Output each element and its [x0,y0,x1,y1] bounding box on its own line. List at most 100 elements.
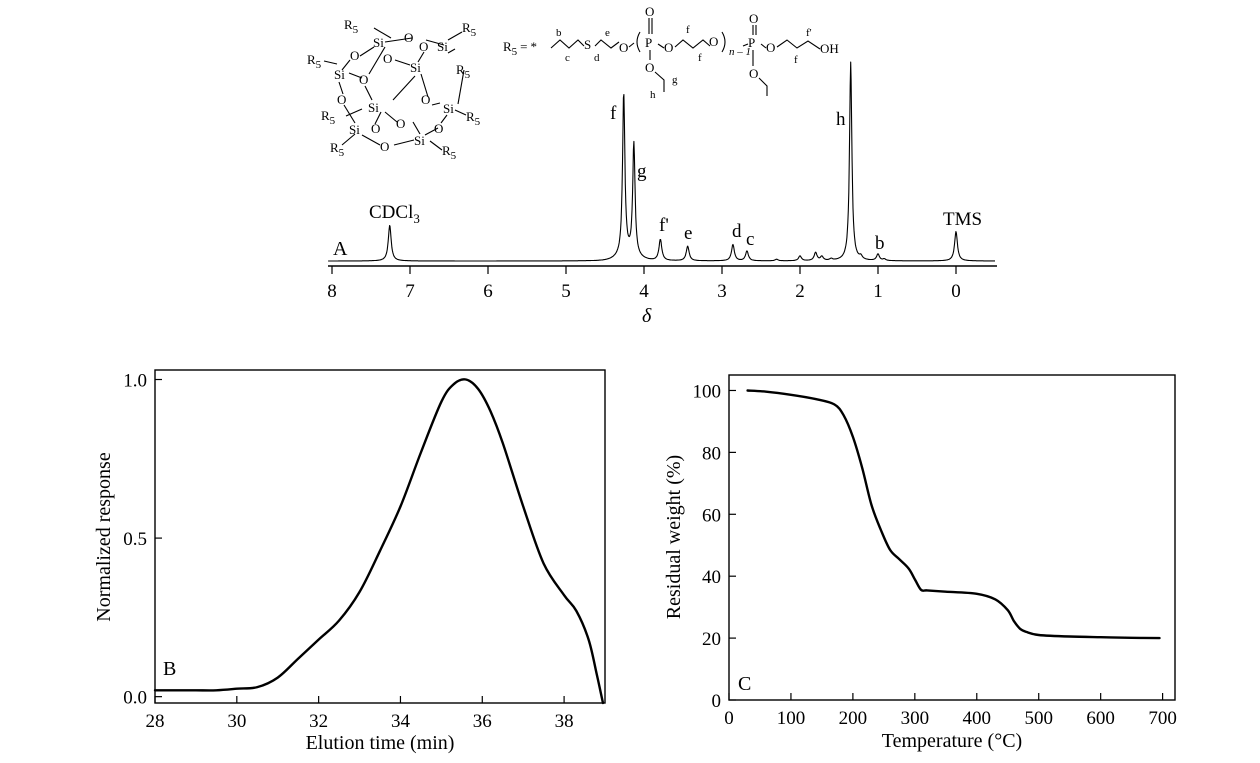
si-atom: Si [414,133,425,148]
cage-substituents: R5 R5 R5 R5 R5 R5 R5 R5 [307,17,481,162]
x-tick-label: 100 [777,708,806,729]
y-tick-label: 100 [693,381,722,402]
x-tick-label: 34 [391,711,411,732]
x-tick-label: 30 [227,711,246,732]
x-tick-label: 300 [901,708,930,729]
x-tick-label: 0 [951,281,961,302]
cage-atoms: Si O Si O O O Si Si O O Si O Si O Si O O… [334,30,454,154]
o-atom: O [404,30,413,45]
s-atom: S [584,37,591,52]
gpc-elution-curve [155,379,603,703]
r5-group: R5 [456,62,471,81]
peak-label: d [732,221,742,242]
r5-group: R5 [307,52,322,71]
x-tick-label: 28 [146,711,165,732]
r5-group: R5 [442,143,457,162]
o-atom: O [645,60,654,75]
x-tick-label: 38 [555,711,574,732]
y-tick-label: 0 [712,691,722,712]
peak-label: c [746,229,754,250]
peak-label: f [610,103,617,124]
o-atom: O [749,11,758,26]
o-atom: O [337,92,346,107]
o-atom: O [619,40,628,55]
position-label: f [794,54,798,66]
o-atom: O [645,4,654,19]
r5-group: R5 [344,17,359,36]
r5-definition: R5 = * [503,39,537,58]
peak-label: f' [659,215,669,236]
y-tick-label: 0.5 [123,529,147,550]
si-atom: Si [368,100,379,115]
position-label: f [686,24,690,36]
x-tick-label: 3 [717,281,727,302]
y-tick-label: 60 [702,505,721,526]
y-tick-label: 40 [702,567,721,588]
si-atom: Si [334,67,345,82]
p-atom: P [645,35,652,50]
x-tick-label: 1 [873,281,883,302]
panel-b-ticks: 28 30 32 34 36 38 0.0 0.5 1.0 [123,371,573,732]
x-tick-label: 32 [309,711,328,732]
x-tick-label: 200 [839,708,868,729]
o-atom: O [371,121,380,136]
panel-b-y-axis-label: Normalized response [93,452,115,622]
x-tick-label: 400 [963,708,992,729]
o-atom: O [421,92,430,107]
panel-c-frame [729,375,1175,700]
panel-a-x-axis-label: δ [642,305,652,327]
tga-weight-curve [748,391,1160,639]
o-atom: O [383,51,392,66]
x-tick-label: 4 [639,281,649,302]
o-atom: O [396,116,405,131]
position-label: g [672,74,678,86]
o-atom: O [419,39,428,54]
x-tick-label: 600 [1086,708,1115,729]
o-atom: O [749,66,758,81]
y-tick-label: 0.0 [123,688,147,709]
panel-c-y-axis-label: Residual weight (%) [663,455,685,619]
o-atom: O [766,40,775,55]
position-label: h [650,89,656,101]
o-atom: O [709,34,718,49]
o-atom: O [664,40,673,55]
x-tick-label: 2 [795,281,805,302]
position-label: e [605,27,610,39]
poss-cage-structure: Si O Si O O O Si Si O O Si O Si O Si O O… [307,17,481,162]
x-tick-label: 7 [405,281,415,302]
position-label: b [556,27,562,39]
hydroxyl: OH [820,41,839,56]
x-tick-label: 700 [1148,708,1177,729]
x-tick-label: 36 [473,711,492,732]
position-label: f' [806,27,812,39]
peak-label-cdcl3: CDCl3 [369,202,420,226]
panel-b-frame [155,370,605,703]
si-atom: Si [410,60,421,75]
x-tick-label: 8 [327,281,337,302]
r5-group: R5 [330,140,345,159]
panel-a-label: A [333,238,348,260]
panel-c-label: C [738,673,751,695]
position-label: f [698,52,702,64]
o-atom: O [434,121,443,136]
o-atom: O [350,48,359,63]
panel-c-tga-chart: 0 100 200 300 400 500 600 700020406080100 C Tem… [663,375,1177,752]
o-atom: O [359,72,368,87]
si-atom: Si [443,101,454,116]
peak-label: g [637,161,647,182]
panel-a-x-ticks: 8 7 6 5 4 3 2 1 0 [327,266,961,302]
y-tick-label: 80 [702,443,721,464]
position-label: c [565,52,570,64]
position-label: d [594,52,600,64]
panel-b-x-axis-label: Elution time (min) [306,732,455,754]
peak-label: TMS [943,209,982,230]
peak-label: b [875,233,885,254]
r5-chain-formula: R5 = * S O P O O O O n – 1 P O O O OH b c … [503,4,839,101]
y-tick-label: 1.0 [123,371,147,392]
si-atom: Si [349,122,360,137]
x-tick-label: 6 [483,281,493,302]
si-atom: Si [373,35,384,50]
p-atom: P [748,35,755,50]
peak-label: e [684,223,692,244]
